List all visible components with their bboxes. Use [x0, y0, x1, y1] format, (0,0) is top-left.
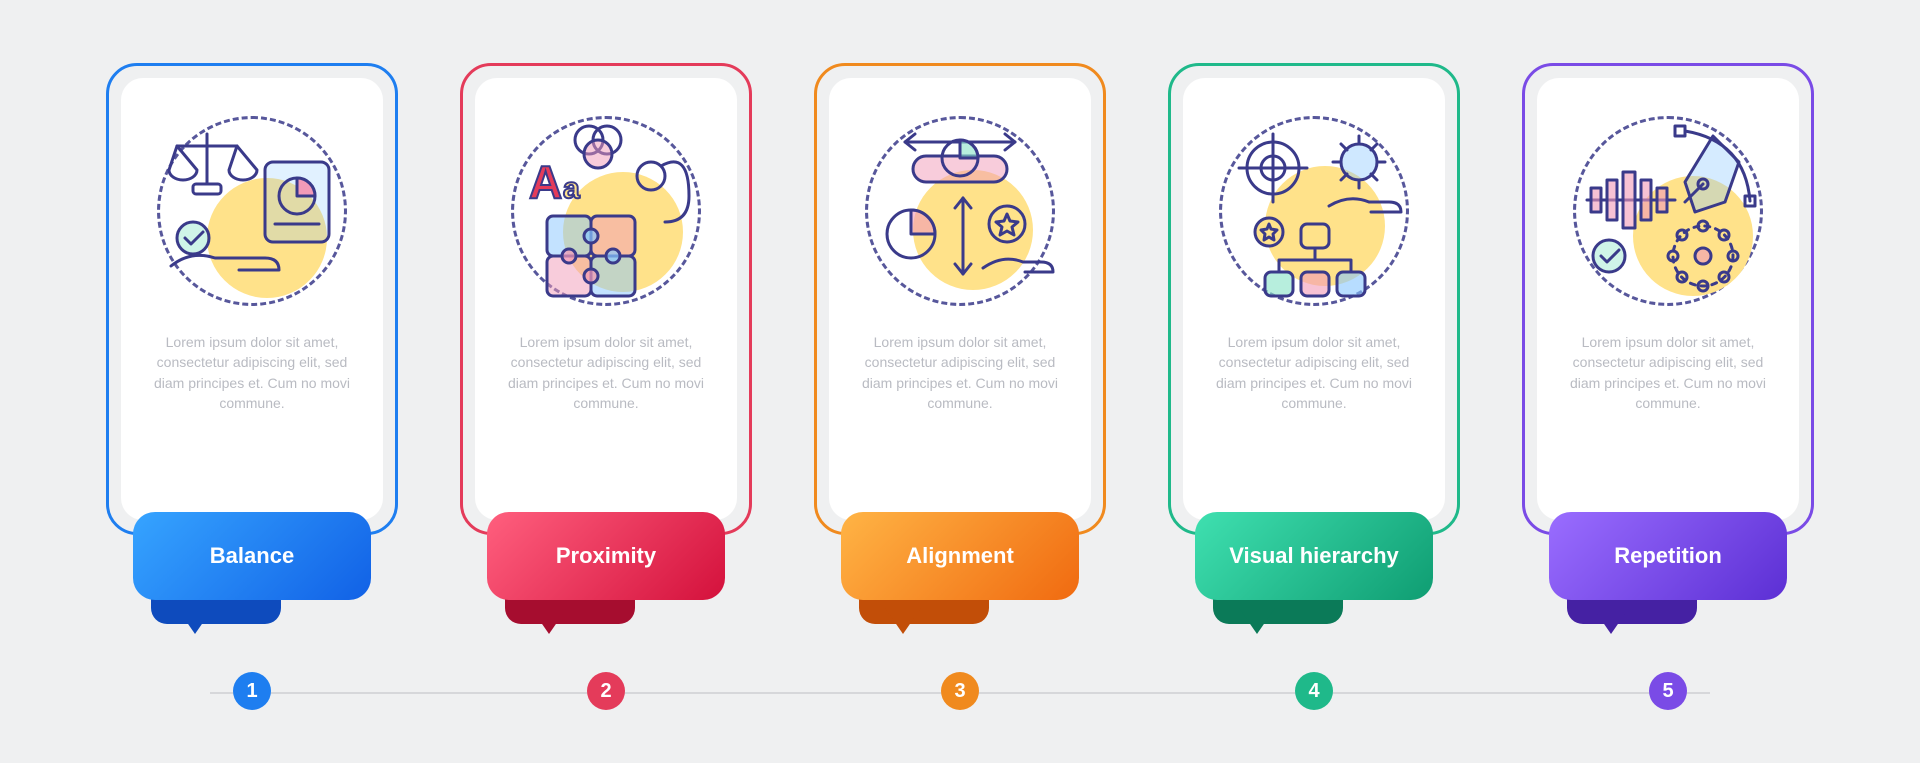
card-panel: Lorem ipsum dolor sit amet, consectetur …: [829, 78, 1091, 520]
bubble-label: Visual hierarchy: [1195, 512, 1433, 600]
title-bubble: Visual hierarchy: [1195, 512, 1433, 630]
card-body-text: Lorem ipsum dolor sit amet, consectetur …: [847, 316, 1073, 504]
title-bubble: Balance: [133, 512, 371, 630]
card-panel: A a Lorem ipsum dolor sit amet, consecte…: [475, 78, 737, 520]
svg-text:A: A: [529, 156, 562, 208]
step-number-dot: 4: [1295, 672, 1333, 710]
card-balance: Lorem ipsum dolor sit amet, consectetur …: [103, 60, 401, 538]
card-body-text: Lorem ipsum dolor sit amet, consectetur …: [493, 316, 719, 504]
step-number-dot: 3: [941, 672, 979, 710]
svg-text:a: a: [563, 172, 580, 205]
card-visual-hierarchy: Lorem ipsum dolor sit amet, consectetur …: [1165, 60, 1463, 538]
bubble-tail-icon: [1593, 608, 1629, 634]
icon-zone: [147, 106, 357, 316]
card-panel: Lorem ipsum dolor sit amet, consectetur …: [1183, 78, 1445, 520]
card-panel: Lorem ipsum dolor sit amet, consectetur …: [1537, 78, 1799, 520]
step-number-dot: 5: [1649, 672, 1687, 710]
bubble-tail-icon: [177, 608, 213, 634]
bubble-tail-icon: [1239, 608, 1275, 634]
bubble-label: Proximity: [487, 512, 725, 600]
icon-zone: A a: [501, 106, 711, 316]
card-panel: Lorem ipsum dolor sit amet, consectetur …: [121, 78, 383, 520]
card-border: A a Lorem ipsum dolor sit amet, consecte…: [460, 63, 752, 535]
infographic-stage: Lorem ipsum dolor sit amet, consectetur …: [0, 0, 1920, 763]
proximity-icon: A a: [501, 106, 711, 316]
alignment-icon: [855, 106, 1065, 316]
card-repetition: Lorem ipsum dolor sit amet, consectetur …: [1519, 60, 1817, 538]
card-body-text: Lorem ipsum dolor sit amet, consectetur …: [1555, 316, 1781, 504]
bubble-label: Alignment: [841, 512, 1079, 600]
step-number-dot: 1: [233, 672, 271, 710]
hierarchy-icon: [1209, 106, 1419, 316]
card-outer: Lorem ipsum dolor sit amet, consectetur …: [811, 60, 1109, 538]
card-body-text: Lorem ipsum dolor sit amet, consectetur …: [139, 316, 365, 504]
card-body-text: Lorem ipsum dolor sit amet, consectetur …: [1201, 316, 1427, 504]
cards-row: Lorem ipsum dolor sit amet, consectetur …: [0, 60, 1920, 538]
card-outer: A a Lorem ipsum dolor sit amet, consecte…: [457, 60, 755, 538]
icon-zone: [855, 106, 1065, 316]
bubble-tail-icon: [531, 608, 567, 634]
balance-icon: [147, 106, 357, 316]
card-border: Lorem ipsum dolor sit amet, consectetur …: [814, 63, 1106, 535]
bubble-tail-icon: [885, 608, 921, 634]
repetition-icon: [1563, 106, 1773, 316]
card-border: Lorem ipsum dolor sit amet, consectetur …: [1168, 63, 1460, 535]
bubble-label: Repetition: [1549, 512, 1787, 600]
step-number-dot: 2: [587, 672, 625, 710]
bubble-label: Balance: [133, 512, 371, 600]
title-bubble: Alignment: [841, 512, 1079, 630]
title-bubble: Repetition: [1549, 512, 1787, 630]
card-outer: Lorem ipsum dolor sit amet, consectetur …: [1165, 60, 1463, 538]
card-outer: Lorem ipsum dolor sit amet, consectetur …: [103, 60, 401, 538]
card-proximity: A a Lorem ipsum dolor sit amet, consecte…: [457, 60, 755, 538]
title-bubble: Proximity: [487, 512, 725, 630]
card-outer: Lorem ipsum dolor sit amet, consectetur …: [1519, 60, 1817, 538]
card-alignment: Lorem ipsum dolor sit amet, consectetur …: [811, 60, 1109, 538]
card-border: Lorem ipsum dolor sit amet, consectetur …: [1522, 63, 1814, 535]
card-border: Lorem ipsum dolor sit amet, consectetur …: [106, 63, 398, 535]
icon-zone: [1563, 106, 1773, 316]
icon-zone: [1209, 106, 1419, 316]
